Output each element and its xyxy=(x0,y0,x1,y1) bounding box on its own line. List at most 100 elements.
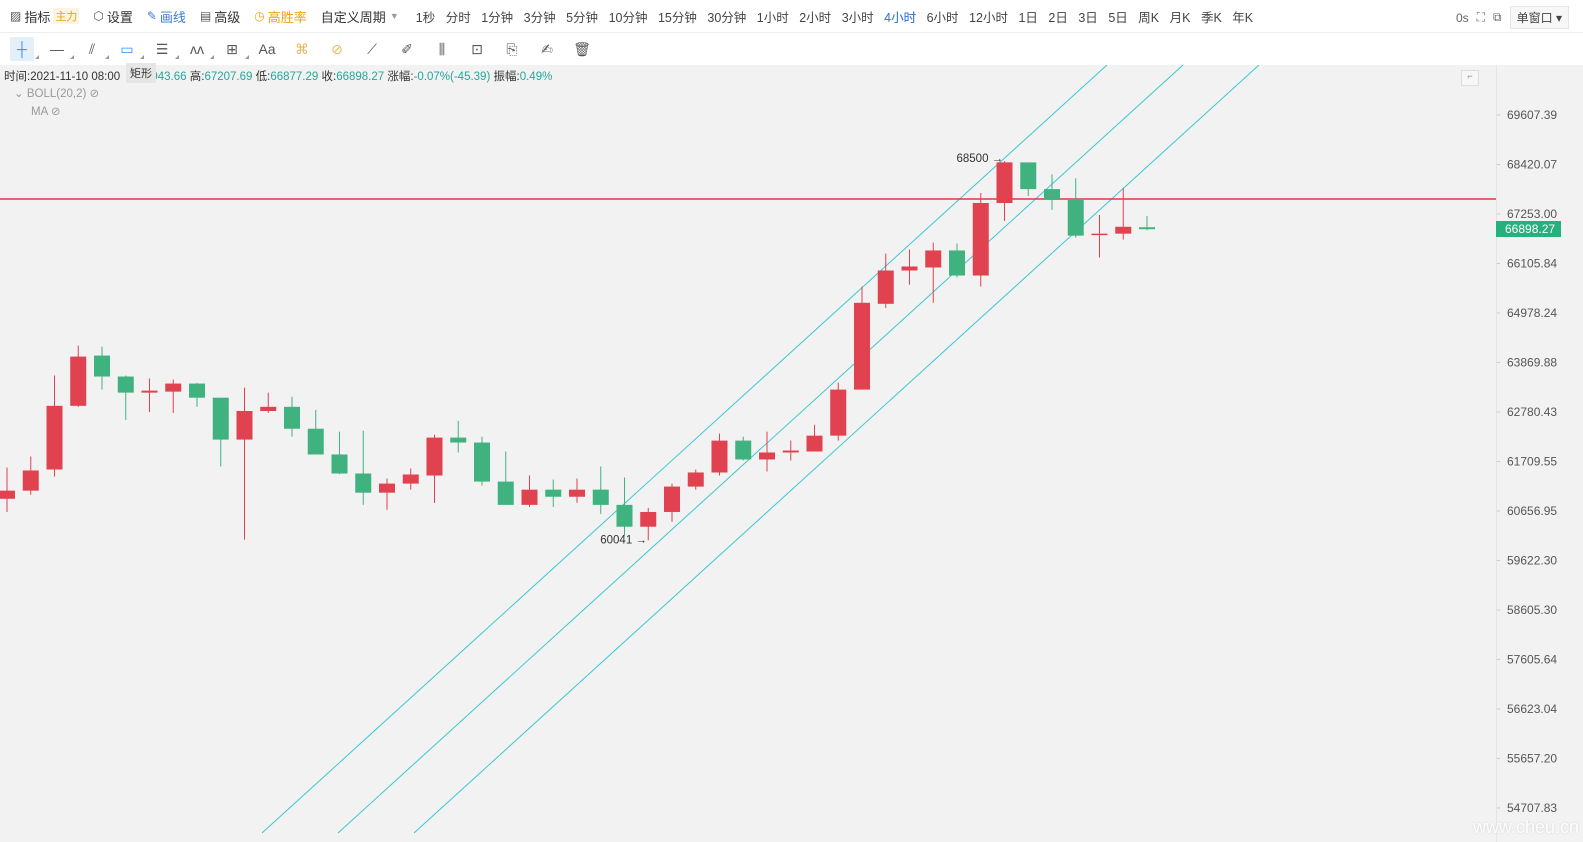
candle-up xyxy=(1115,226,1132,234)
period-label: 分时 xyxy=(445,10,471,25)
calendar-icon: ▤ xyxy=(199,9,212,23)
wave-icon: ʌʌ xyxy=(190,41,204,57)
rectangle-tool[interactable]: ▭ xyxy=(115,37,144,61)
period-label: 1日 xyxy=(1018,10,1038,25)
main-badge: 主力 xyxy=(53,8,80,24)
indicator-button[interactable]: ▨ 指标 主力 xyxy=(10,7,80,26)
period-21[interactable]: 年K xyxy=(1232,7,1253,26)
candle-up xyxy=(925,250,942,268)
y-tick-label: 67253.00 xyxy=(1507,207,1557,221)
candle-pattern-tool[interactable]: ⫼ xyxy=(430,37,454,61)
period-12[interactable]: 6小时 xyxy=(927,7,959,26)
period-label: 3小时 xyxy=(841,10,874,25)
candle-down xyxy=(355,473,372,493)
horizontal-line-tool[interactable]: — xyxy=(45,37,74,61)
measure-tool[interactable]: ⊞ xyxy=(220,37,249,61)
y-tick-label: 66105.84 xyxy=(1507,256,1557,270)
crosshair-tool[interactable]: ┼ xyxy=(10,37,39,61)
wave-tool[interactable]: ʌʌ xyxy=(185,37,214,61)
period-9[interactable]: 2小时 xyxy=(799,7,831,26)
price-annotation: 68500 → xyxy=(957,153,1004,165)
candle-up xyxy=(996,162,1013,203)
period-5[interactable]: 10分钟 xyxy=(609,7,648,26)
candle-up xyxy=(901,266,918,271)
bookmark-tool[interactable]: ⎘ xyxy=(500,37,524,61)
period-3[interactable]: 3分钟 xyxy=(524,7,556,26)
period-15[interactable]: 2日 xyxy=(1048,7,1067,26)
period-label: 1小时 xyxy=(756,10,789,25)
candle-up xyxy=(402,474,419,484)
custom-period-dropdown[interactable]: 自定义周期 ▼ xyxy=(321,7,402,26)
collapse-icon[interactable]: ⌐ xyxy=(1461,70,1479,86)
period-17[interactable]: 5日 xyxy=(1108,7,1127,26)
candlestick-chart[interactable]: 69607.39 68420.07 67253.00 66105.84 64978.24… xyxy=(0,65,1583,842)
gear-icon: ⬡ xyxy=(93,9,104,23)
candle-down xyxy=(545,489,562,497)
period-16[interactable]: 3日 xyxy=(1078,7,1097,26)
period-label: 30分钟 xyxy=(707,10,747,25)
price-axis-divider xyxy=(1496,65,1497,842)
settings-label: 设置 xyxy=(106,9,133,25)
win-rate-button[interactable]: ◷ 高胜率 xyxy=(254,7,307,26)
popout-icon[interactable]: ⧉ xyxy=(1493,10,1502,24)
candle-up xyxy=(236,410,253,440)
candle-up xyxy=(569,489,585,497)
amplitude-value: 0.49% xyxy=(519,71,553,83)
period-14[interactable]: 1日 xyxy=(1018,7,1037,26)
candle-up xyxy=(46,405,63,470)
candle-down xyxy=(1067,198,1084,236)
period-4[interactable]: 5分钟 xyxy=(566,7,598,26)
text-tool[interactable]: Aa xyxy=(255,37,279,61)
period-2[interactable]: 1分钟 xyxy=(481,7,513,26)
parallel-lines-tool[interactable]: ⫽ xyxy=(80,37,109,61)
close-value: 66898.27 xyxy=(336,71,385,83)
eye-hidden-icon[interactable]: ⊘ xyxy=(50,106,61,118)
eye-hidden-icon[interactable]: ⊘ xyxy=(89,88,100,100)
y-tick-label: 68420.07 xyxy=(1507,157,1557,171)
delete-tool[interactable]: 🗑 xyxy=(570,37,594,61)
highlighter-icon: ⌘ xyxy=(295,40,309,57)
period-1[interactable]: 分时 xyxy=(446,7,471,26)
indicator-ma[interactable]: MA ⊘ xyxy=(31,104,60,118)
eraser-icon: ⊘ xyxy=(331,40,343,57)
indicator-boll[interactable]: ⌄ BOLL(20,2) ⊘ xyxy=(14,88,100,100)
open-value: 943.66 xyxy=(151,71,187,83)
period-0[interactable]: 1秒 xyxy=(416,7,435,26)
pen-tool[interactable]: ✐ xyxy=(395,37,419,61)
ruler-tool[interactable]: ⟋ xyxy=(360,37,384,61)
eraser-tool[interactable]: ⊘ xyxy=(325,37,349,61)
draw-button[interactable]: ✎ 画线 xyxy=(147,7,186,26)
window-mode-dropdown[interactable]: 单窗口 ▾ xyxy=(1509,6,1569,29)
period-label: 季K xyxy=(1200,10,1222,25)
period-13[interactable]: 12小时 xyxy=(969,7,1008,26)
notes-tool[interactable]: ✍ xyxy=(535,37,559,61)
candle-up xyxy=(806,435,823,452)
advanced-button[interactable]: ▤ 高级 xyxy=(200,7,240,26)
candle-up xyxy=(1091,233,1108,236)
candle-up xyxy=(664,486,680,512)
period-list: 1秒 分时 1分钟 3分钟 5分钟 10分钟 15分钟 30分钟 1小时 2小时 3小时 4小时 4小时… xyxy=(416,7,1264,26)
period-11[interactable]: 4小时4小时4小时 xyxy=(884,7,916,26)
lock-tool[interactable]: ⊡ xyxy=(465,37,489,61)
fibonacci-tool[interactable]: ☰ xyxy=(150,37,179,61)
period-20[interactable]: 季K xyxy=(1201,7,1222,26)
period-8[interactable]: 1小时 xyxy=(757,7,789,26)
period-6[interactable]: 15分钟 xyxy=(658,7,697,26)
candle-down xyxy=(1044,189,1060,199)
window-mode-label: 单窗口 xyxy=(1516,11,1553,25)
fullscreen-icon[interactable]: ⛶ xyxy=(1476,10,1486,24)
period-10[interactable]: 3小时 xyxy=(842,7,874,26)
period-18[interactable]: 周K xyxy=(1138,7,1159,26)
y-tick-label: 54707.83 xyxy=(1507,801,1557,815)
measure-box-icon: ⊞ xyxy=(226,40,238,57)
y-tick-label: 57605.64 xyxy=(1507,652,1557,666)
highlighter-tool[interactable]: ⌘ xyxy=(290,37,314,61)
fibonacci-icon: ☰ xyxy=(155,40,169,57)
period-19[interactable]: 月K xyxy=(1170,7,1191,26)
period-label: 年K xyxy=(1232,10,1254,25)
period-7[interactable]: 30分钟 xyxy=(707,7,746,26)
candle-up xyxy=(70,356,87,406)
settings-button[interactable]: ⬡ 设置 xyxy=(93,7,133,26)
current-price-tag: 66898.27 xyxy=(1496,221,1561,237)
y-tick-label: 69607.39 xyxy=(1507,108,1557,122)
